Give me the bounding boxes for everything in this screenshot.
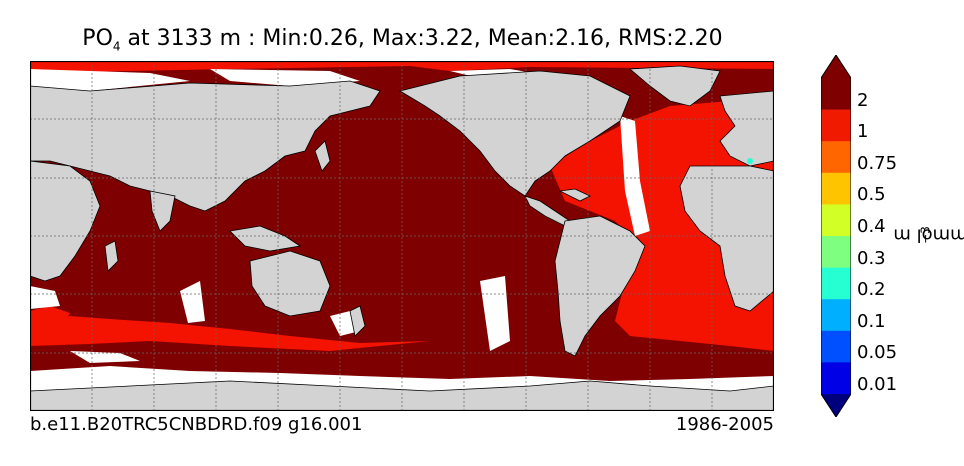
title-variable: PO — [82, 26, 113, 51]
colorbar-tick-label: 0.1 — [857, 310, 886, 332]
colorbar-segment — [821, 172, 851, 205]
japan — [314, 140, 331, 172]
southern-red-band — [30, 316, 430, 351]
southern-white-patches — [70, 276, 510, 363]
arctic-white — [30, 69, 550, 91]
plot-title: PO4 at 3133 m : Min:0.26, Max:3.22, Mean… — [0, 26, 805, 53]
colorbar-segment — [821, 299, 851, 332]
colorbar-segment — [821, 141, 851, 174]
atlantic-region — [550, 96, 774, 351]
africa-west — [679, 165, 774, 312]
colorbar-tick-label: 0.05 — [857, 342, 898, 364]
unit-text: mmol m — [892, 224, 964, 246]
colorbar-unit-label: mmol m −3 — [893, 175, 964, 295]
colorbar-segments — [821, 55, 851, 417]
colorbar-extend-min — [821, 394, 851, 417]
north-america — [398, 70, 631, 197]
colorbar-segment — [821, 267, 851, 300]
map-border — [30, 61, 774, 411]
indian-red-patch — [30, 306, 70, 336]
colorbar — [821, 55, 851, 417]
colorbar-segment — [821, 236, 851, 268]
colorbar-segment — [821, 204, 851, 237]
colorbar-tick-label: 0.75 — [857, 152, 898, 174]
colorbar-segment — [821, 362, 851, 395]
run-identifier: b.e11.B20TRC5CNBDRD.f09 g16.001 — [30, 414, 363, 435]
australia — [249, 250, 331, 317]
colorbar-segment — [821, 78, 851, 110]
madagascar — [104, 240, 119, 272]
colorbar-tick-label: 0.01 — [857, 374, 898, 395]
colorbar-segment — [821, 109, 851, 142]
indian-white-ridges — [30, 281, 205, 323]
atlantic-white-ridge — [620, 116, 650, 236]
new-zealand — [349, 305, 366, 337]
title-stats: at 3133 m : Min:0.26, Max:3.22, Mean:2.1… — [120, 26, 723, 51]
colorbar-tick-label: 0.3 — [857, 247, 886, 269]
time-period: 1986-2005 — [675, 414, 774, 435]
greenland — [628, 65, 721, 107]
colorbar-tick-label: 0.4 — [857, 216, 886, 237]
europe-east — [719, 90, 774, 167]
antarctica — [30, 380, 774, 411]
title-subscript: 4 — [112, 39, 121, 54]
map-gridlines — [30, 61, 774, 411]
colorbar-tick-label: 0.5 — [857, 184, 886, 206]
caribbean-islands — [558, 188, 591, 202]
ocean-map — [30, 61, 774, 411]
indonesia — [229, 225, 302, 252]
colorbar-tick-label: 1 — [857, 121, 869, 143]
arctic-red — [30, 61, 774, 73]
colorbar-extend-max — [821, 55, 851, 78]
eurasia — [30, 80, 381, 212]
colorbar-segment — [821, 330, 851, 363]
africa — [30, 160, 101, 282]
colorbar-tick-label: 2 — [857, 89, 869, 111]
mediterranean-point — [747, 158, 753, 164]
india — [149, 190, 176, 232]
colorbar-tick-label: 0.2 — [857, 279, 886, 301]
